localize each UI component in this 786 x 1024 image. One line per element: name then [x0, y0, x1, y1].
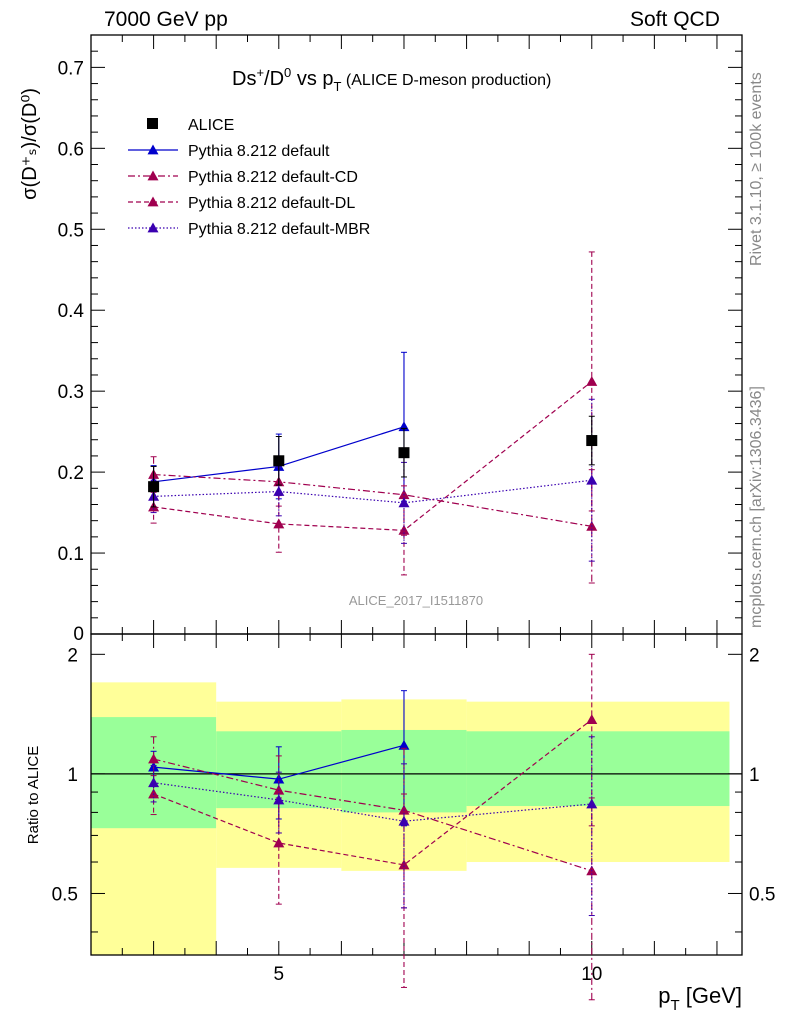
ratio-series-group [148, 653, 598, 1001]
ratio-mbr-point [148, 777, 160, 788]
ratio-y-tick-label: 2 [67, 645, 78, 666]
ratio-plot-frame [90, 633, 743, 956]
legend-marker-default [147, 144, 159, 155]
ratio-mbr-point [398, 815, 410, 826]
main-series-group [148, 251, 598, 584]
main-dl-point [586, 375, 598, 386]
ratio-dl-point [273, 837, 285, 848]
main-cd-line [153, 473, 592, 527]
legend-marker-dl [147, 196, 159, 207]
legend-marker-cd [147, 170, 159, 181]
ratio-y-tick-label-right: 2 [749, 645, 760, 666]
main-dl-point [273, 518, 285, 529]
main-data-point [148, 481, 160, 493]
main-data-point [586, 435, 598, 447]
main-dl-line [153, 380, 593, 532]
band-inner-3 [466, 731, 730, 807]
main-mbr-point [398, 497, 410, 508]
ratio-y-tick-label: 1 [67, 765, 78, 786]
legend-marker-mbr [147, 222, 159, 233]
ratio-mbr-point [586, 798, 598, 809]
legend-label-data: ALICE [188, 117, 234, 134]
legend-label-cd: Pythia 8.212 default-CD [188, 169, 358, 186]
ratio-dl-point [398, 859, 410, 870]
legend-label-dl: Pythia 8.212 default-DL [188, 195, 355, 212]
main-y-tick-label: 0.1 [58, 544, 84, 565]
main-y-tick-label-0: 0 [73, 624, 84, 645]
x-tick-label: 5 [273, 964, 284, 985]
main-y-axis-label: σ(D⁺ₛ)/σ(D⁰) [19, 88, 41, 200]
x-axis-label: pT [GeV] [658, 983, 742, 1014]
ratio-y-axis-label: Ratio to ALICE [25, 746, 42, 844]
main-y-tick-label: 0.5 [58, 220, 84, 241]
main-data-point [398, 447, 410, 459]
ratio-mbr-line [153, 782, 592, 822]
main-y-tick-label: 0.6 [58, 139, 84, 160]
rivet-version-label: Rivet 3.1.10, ≥ 100k events [748, 72, 765, 266]
ratio-cd-point [148, 753, 160, 764]
analysis-watermark: ALICE_2017_I1511870 [349, 593, 483, 608]
axis-ticks [90, 34, 742, 955]
ratio-y-tick-label-right: 1 [749, 765, 760, 786]
ratio-y-tick-label-right: 0.5 [749, 884, 775, 905]
ratio-cd-point [273, 784, 285, 795]
legend-label-mbr: Pythia 8.212 default-MBR [188, 221, 370, 238]
main-y-tick-label: 0.7 [58, 58, 84, 79]
ratio-dl-line [153, 719, 593, 866]
legend: ALICE Pythia 8.212 default Pythia 8.212 de… [128, 117, 370, 238]
chart-title: Ds+/D0 vs pT (ALICE D-meson production) [232, 65, 551, 94]
mcplots-credit-label: mcplots.cern.ch [arXiv:1306.3436] [748, 386, 765, 628]
ratio-uncertainty-bands [91, 682, 730, 955]
main-data-point [273, 455, 285, 467]
main-mbr-point [273, 486, 285, 496]
ratio-dl-point [586, 714, 598, 724]
energy-label: 7000 GeV pp [104, 8, 228, 31]
main-y-tick-label: 0.2 [58, 463, 84, 484]
main-mbr-point [586, 474, 598, 485]
process-label: Soft QCD [630, 8, 720, 31]
main-y-tick-label: 0.3 [58, 382, 84, 403]
legend-marker-data [147, 118, 158, 129]
ratio-dl-point [148, 788, 160, 799]
legend-label-default: Pythia 8.212 default [188, 143, 330, 160]
ratio-cd-line [153, 758, 592, 872]
ratio-mbr-point [273, 794, 285, 805]
main-y-tick-label: 0.4 [58, 301, 85, 322]
main-mbr-line [153, 479, 592, 504]
axis-tick-labels: 0.10.20.30.40.50.60.75 100.5 0.51 12 2 [52, 58, 776, 985]
ratio-default-point [398, 739, 410, 750]
ratio-default-point [273, 773, 285, 784]
ratio-y-tick-label: 0.5 [52, 884, 78, 905]
